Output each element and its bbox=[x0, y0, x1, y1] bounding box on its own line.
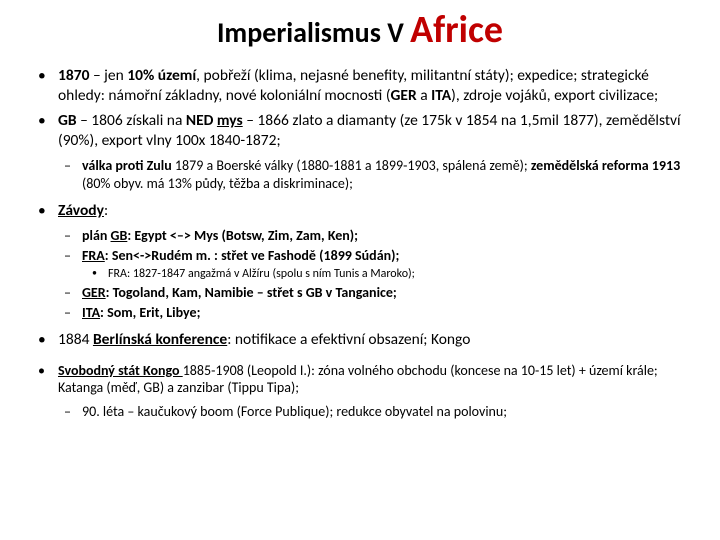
text: 10% území bbox=[127, 66, 196, 85]
text: ), zdroje vojáků, export civilizace; bbox=[451, 86, 658, 105]
text: ITA bbox=[431, 86, 451, 105]
sub-ita: ITA: Som, Erit, Libye; bbox=[30, 304, 690, 322]
text: FRA: 1827-1847 angažmá v Alžíru (spolu s… bbox=[108, 267, 415, 281]
sub-zulu: válka proti Zulu 1879 a Boerské války (1… bbox=[30, 157, 690, 193]
text: : Togoland, Kam, Namibie – střet s GB v … bbox=[106, 284, 397, 301]
bullet-kongo: Svobodný stát Kongo 1885-1908 (Leopold I… bbox=[30, 362, 690, 398]
text: – 1806 získali na bbox=[77, 111, 186, 130]
text: : Sen<->Rudém m. : střet ve Fashodě (189… bbox=[105, 247, 400, 264]
sub-gb-plan: plán GB: Egypt <–> Mys (Botsw, Zim, Zam,… bbox=[30, 227, 690, 245]
text: Berlínská konference bbox=[93, 330, 227, 349]
text: (80% obyv. má 13% půdy, těžba a diskrimi… bbox=[82, 175, 353, 192]
text: plán bbox=[82, 227, 111, 244]
text: : notifikace a efektivní obsazení; Kongo bbox=[227, 330, 470, 349]
slide-title: Imperialismus V Africe bbox=[30, 10, 690, 52]
text: : bbox=[104, 201, 108, 220]
text: NED bbox=[186, 111, 217, 130]
text: 90. léta – kaučukový boom (Force Publiqu… bbox=[82, 403, 507, 420]
sub-ger: GER: Togoland, Kam, Namibie – střet s GB… bbox=[30, 284, 690, 302]
text: GER bbox=[82, 284, 106, 301]
text: 1884 bbox=[58, 330, 93, 349]
text: : Som, Erit, Libye; bbox=[100, 304, 200, 321]
subsub-fra-alzir: FRA: 1827-1847 angažmá v Alžíru (spolu s… bbox=[30, 267, 690, 282]
title-part1: Imperialismus bbox=[217, 15, 387, 50]
sub-kaucuk: 90. léta – kaučukový boom (Force Publiqu… bbox=[30, 403, 690, 421]
text: 1879 a Boerské války (1880-1881 a 1899-1… bbox=[175, 157, 531, 174]
text: válka proti Zulu bbox=[82, 157, 175, 174]
text: – jen bbox=[89, 66, 127, 85]
text: GB bbox=[111, 227, 128, 244]
bullet-berlin: 1884 Berlínská konference: notifikace a … bbox=[30, 330, 690, 350]
bullet-gb: GB – 1806 získali na NED mys – 1866 zlat… bbox=[30, 111, 690, 151]
text: : Egypt <–> Mys (Botsw, Zim, Zam, Ken); bbox=[127, 227, 358, 244]
slide-root: Imperialismus V Africe 1870 – jen 10% úz… bbox=[0, 0, 720, 433]
text: Závody bbox=[58, 201, 104, 220]
text: ITA bbox=[82, 304, 100, 321]
text: Svobodný stát Kongo bbox=[58, 362, 183, 379]
title-part2: V bbox=[387, 15, 410, 50]
text: GER bbox=[391, 86, 421, 105]
bullet-list: 1870 – jen 10% území, pobřeží (klima, ne… bbox=[30, 66, 690, 421]
title-part3: Africe bbox=[410, 7, 503, 53]
text: GB bbox=[58, 111, 77, 130]
sub-fra: FRA: Sen<->Rudém m. : střet ve Fashodě (… bbox=[30, 247, 690, 265]
text: mys bbox=[217, 111, 243, 130]
text: a bbox=[420, 86, 431, 105]
text: zemědělská reforma 1913 bbox=[531, 157, 680, 174]
bullet-zavody: Závody: bbox=[30, 201, 690, 221]
text: 1870 bbox=[58, 66, 89, 85]
text: FRA bbox=[82, 247, 105, 264]
bullet-1870: 1870 – jen 10% území, pobřeží (klima, ne… bbox=[30, 66, 690, 106]
